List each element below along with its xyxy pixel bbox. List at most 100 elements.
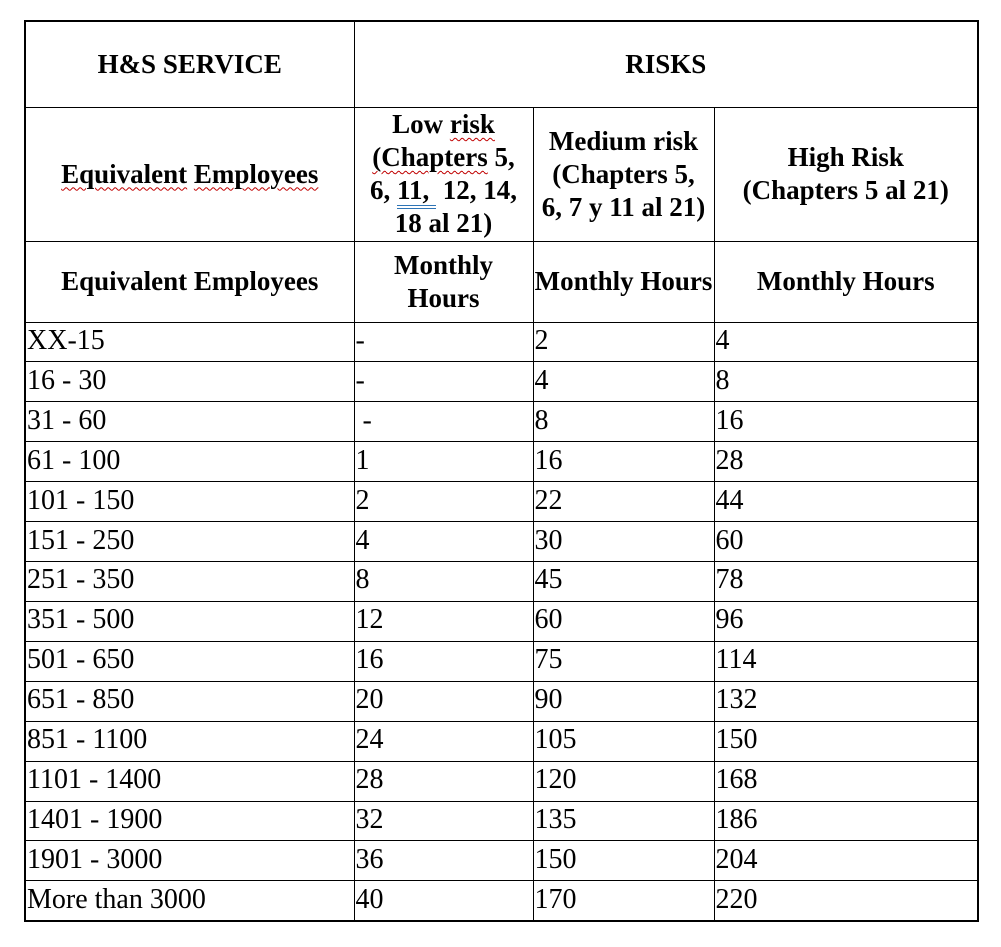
low-risk-line-4: 18 al 21)	[394, 208, 493, 238]
cell-high: 44	[713, 481, 979, 523]
high-risk-line-1: High Risk	[787, 142, 904, 172]
cell-low: 40	[353, 880, 534, 922]
low-risk-text: 12, 14,	[436, 175, 517, 205]
cell-high: 28	[713, 441, 979, 483]
cell-high: 204	[713, 840, 979, 882]
cell-high: 60	[713, 521, 979, 563]
table-row: 651 - 850 20 90 132	[24, 680, 979, 722]
cell-high: 220	[713, 880, 979, 922]
cell-high: 186	[713, 800, 979, 842]
cell-low: -	[353, 321, 534, 363]
cell-high: 16	[713, 401, 979, 443]
monthly-hours-medium-cell: Monthly Hours	[532, 240, 715, 323]
cell-medium: 22	[532, 481, 715, 523]
cell-medium: 2	[532, 321, 715, 363]
low-risk-text: 6,	[369, 175, 397, 205]
cell-medium: 135	[532, 800, 715, 842]
cell-medium: 170	[532, 880, 715, 922]
cell-low: 8	[353, 561, 534, 602]
cell-low: 2	[353, 481, 534, 523]
cell-employees: 351 - 500	[24, 600, 355, 642]
misspelled-word: (Chapters	[372, 142, 488, 172]
monthly-hours-low-cell: Monthly Hours	[353, 240, 534, 323]
table-row: 501 - 650 16 75 114	[24, 640, 979, 682]
equivalent-employees-subheader-cell: Equivalent Employees	[24, 240, 355, 323]
cell-high: 96	[713, 600, 979, 642]
low-risk-text: Low	[392, 109, 450, 139]
cell-employees: XX-15	[24, 321, 355, 363]
cell-low: -	[353, 361, 534, 403]
cell-low: 20	[353, 680, 534, 722]
cell-low: 4	[353, 521, 534, 563]
header-row-risk-levels: Equivalent Employees Low risk (Chapters …	[24, 106, 979, 242]
table-row: 351 - 500 12 60 96	[24, 600, 979, 642]
risks-title: RISKS	[625, 48, 707, 79]
cell-low: 1	[353, 441, 534, 483]
cell-high: 4	[713, 321, 979, 363]
cell-low: 24	[353, 720, 534, 762]
cell-low: 12	[353, 600, 534, 642]
cell-medium: 30	[532, 521, 715, 563]
cell-high: 132	[713, 680, 979, 722]
low-risk-text: 5,	[487, 142, 515, 172]
cell-low: 16	[353, 640, 534, 682]
misspelled-word: Employees	[193, 158, 319, 189]
table-row: More than 3000 40 170 220	[24, 880, 979, 922]
table-row: 151 - 250 4 30 60	[24, 521, 979, 563]
hs-service-risks-table: H&S SERVICE RISKS Equivalent Employees L…	[24, 20, 980, 922]
cell-medium: 90	[532, 680, 715, 722]
cell-employees: 251 - 350	[24, 561, 355, 602]
high-risk-line-2: (Chapters 5 al 21)	[742, 175, 949, 205]
cell-low: 36	[353, 840, 534, 882]
cell-medium: 8	[532, 401, 715, 443]
grammar-marked-word: 11,	[396, 175, 436, 209]
medium-risk-line-2: (Chapters 5,	[552, 158, 695, 189]
cell-low: -	[353, 401, 534, 443]
low-risk-line-3: 6, 11, 12, 14,	[356, 174, 532, 209]
risks-title-cell: RISKS	[353, 20, 979, 108]
cell-medium: 75	[532, 640, 715, 682]
cell-employees: 1101 - 1400	[24, 760, 355, 802]
cell-employees: 16 - 30	[24, 361, 355, 403]
table-row: 31 - 60 -8 16	[24, 401, 979, 443]
service-title-cell: H&S SERVICE	[24, 20, 355, 108]
cell-high: 150	[713, 720, 979, 762]
cell-high: 78	[713, 561, 979, 602]
cell-low: 32	[353, 800, 534, 842]
table-row: 1401 - 1900 32 135 186	[24, 800, 979, 842]
table-row: XX-15-2 4	[24, 321, 979, 363]
low-risk-line-2: (Chapters 5,	[356, 141, 532, 174]
cell-employees: More than 3000	[24, 880, 355, 922]
table-row: 851 - 1100 24 105 150	[24, 720, 979, 762]
table-row: 101 - 150 2 22 44	[24, 481, 979, 523]
table-row: 1901 - 3000 36 150 204	[24, 840, 979, 882]
table-row: 251 - 350 8 45 78	[24, 561, 979, 602]
cell-medium: 150	[532, 840, 715, 882]
monthly-hours-high-cell: Monthly Hours	[713, 240, 979, 323]
cell-employees: 1401 - 1900	[24, 800, 355, 842]
cell-medium: 60	[532, 600, 715, 642]
high-risk-header-cell: High Risk (Chapters 5 al 21)	[713, 106, 979, 242]
cell-medium: 105	[532, 720, 715, 762]
misspelled-word: Equivalent	[61, 158, 188, 189]
equivalent-employees-header-cell: Equivalent Employees	[24, 106, 355, 242]
cell-high: 114	[713, 640, 979, 682]
low-risk-line-1: Low risk	[356, 108, 532, 141]
medium-risk-header-cell: Medium risk (Chapters 5, 6, 7 y 11 al 21…	[532, 106, 715, 242]
service-title: H&S SERVICE	[97, 48, 282, 79]
header-row-titles: H&S SERVICE RISKS	[24, 20, 979, 108]
misspelled-word: risk	[449, 109, 495, 139]
cell-medium: 45	[532, 561, 715, 602]
medium-risk-line-1: Medium risk	[548, 125, 699, 156]
cell-employees: 151 - 250	[24, 521, 355, 563]
table-row: 16 - 30-4 8	[24, 361, 979, 403]
cell-employees: 1901 - 3000	[24, 840, 355, 882]
cell-medium: 120	[532, 760, 715, 802]
cell-medium: 4	[532, 361, 715, 403]
cell-employees: 101 - 150	[24, 481, 355, 523]
cell-employees: 851 - 1100	[24, 720, 355, 762]
table-row: 1101 - 1400 28 120 168	[24, 760, 979, 802]
hs-service-risks-table-wrap: H&S SERVICE RISKS Equivalent Employees L…	[24, 20, 980, 922]
cell-low: 28	[353, 760, 534, 802]
table-body: XX-15-2 4 16 - 30-4 8 31 - 60 -8 16 61 - 100 1 1…	[24, 321, 979, 922]
